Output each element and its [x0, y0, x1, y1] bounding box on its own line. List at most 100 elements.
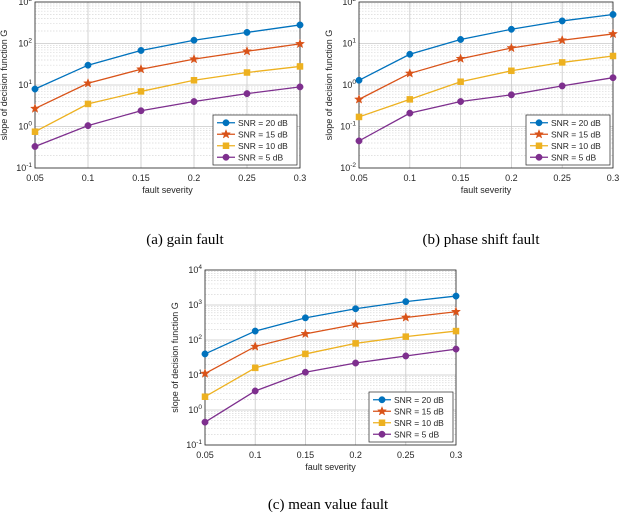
data-point: [455, 53, 466, 64]
x-axis-label: fault severity: [461, 185, 512, 195]
data-point: [452, 327, 460, 335]
series-1: [201, 292, 460, 358]
chart-gain-fault: 0.05 0.1 0.15 0.2 0.25 0.3 10-1 100 101 102 103 fau…: [0, 0, 306, 195]
data-point: [251, 327, 259, 335]
data-point: [450, 306, 462, 317]
data-point: [406, 96, 414, 103]
data-point: [188, 53, 200, 64]
y-tick-label: 102: [342, 0, 356, 7]
chart-panel-gain-fault: 0.05 0.1 0.15 0.2 0.25 0.3 10-1 100 101 102 103 fau…: [0, 0, 310, 220]
y-tick-label: 101: [18, 79, 32, 90]
axes-box: [204, 269, 457, 446]
legend-label: SNR = 15 dB: [238, 129, 288, 139]
data-point: [557, 34, 568, 45]
data-point: [609, 74, 617, 82]
legend-label: SNR = 15 dB: [551, 129, 601, 139]
data-point: [457, 36, 465, 43]
chart-panel-mean-value-fault: 0.05 0.1 0.15 0.2 0.25 0.3 10-1 100 101 102 103 104…: [158, 260, 468, 490]
data-point: [507, 91, 515, 99]
series-3: [201, 327, 460, 400]
series-1: [31, 21, 304, 93]
x-tick-label: 0.05: [350, 173, 368, 183]
series-2: [353, 28, 619, 104]
data-point: [355, 137, 363, 145]
series-line: [34, 43, 301, 110]
data-point: [507, 25, 515, 33]
data-point: [506, 42, 517, 53]
series-3: [31, 63, 304, 135]
legend-label: SNR = 5 dB: [394, 429, 439, 439]
legend-marker: [378, 396, 386, 404]
data-point: [355, 113, 363, 121]
series-line: [204, 295, 457, 355]
y-tick-label: 104: [188, 264, 202, 275]
x-tick-label: 0.2: [188, 173, 201, 183]
x-tick-label: 0.1: [249, 450, 262, 460]
series-3: [355, 52, 617, 121]
data-point: [558, 59, 566, 66]
data-point: [302, 350, 309, 358]
axes-box: [358, 1, 614, 169]
series-line: [34, 65, 301, 133]
x-tick-label: 0.25: [553, 173, 571, 183]
x-tick-label: 0.15: [132, 173, 150, 183]
x-tick-label: 0.2: [349, 450, 362, 460]
series-line: [204, 311, 457, 375]
data-point: [190, 36, 198, 44]
legend-marker: [376, 405, 388, 416]
data-point: [609, 52, 617, 60]
data-point: [137, 107, 145, 115]
data-point: [201, 418, 209, 426]
x-tick-label: 0.15: [452, 173, 470, 183]
series-4: [355, 74, 617, 145]
data-point: [84, 61, 92, 69]
caption-gain-fault: (a) gain fault: [146, 232, 224, 248]
legend-marker: [378, 419, 386, 426]
y-tick-label: 102: [188, 334, 202, 345]
data-point: [300, 328, 311, 339]
data-point: [609, 11, 617, 18]
y-tick-label: 100: [18, 121, 32, 132]
series-2: [199, 306, 462, 378]
y-tick-label: 100: [188, 404, 202, 415]
series-line: [204, 330, 457, 398]
series-line: [358, 13, 614, 81]
x-tick-label: 0.15: [297, 450, 315, 460]
data-point: [296, 63, 304, 70]
legend-marker: [222, 119, 230, 127]
data-point: [31, 143, 39, 150]
y-tick-label: 10-1: [16, 162, 32, 173]
data-point: [190, 77, 198, 84]
legend-label: SNR = 15 dB: [394, 406, 444, 416]
data-point: [402, 333, 410, 340]
data-point: [29, 103, 41, 113]
chart-mean-value-fault: 0.05 0.1 0.15 0.2 0.25 0.3 10-1 100 101 102 103 104…: [170, 264, 463, 472]
x-tick-label: 0.3: [450, 450, 463, 460]
data-point: [355, 76, 363, 84]
y-axis-label: slope of decision function G: [170, 302, 180, 413]
data-point: [457, 78, 464, 85]
y-tick-label: 10-1: [340, 121, 356, 132]
y-tick-label: 103: [188, 299, 202, 310]
data-point: [301, 368, 309, 376]
chart-phase-shift-fault: 0.05 0.1 0.15 0.2 0.25 0.3 10-2 10-1 100 101 102 fa…: [324, 0, 619, 195]
data-point: [301, 314, 309, 322]
y-tick-label: 10-2: [340, 162, 356, 173]
data-point: [251, 387, 259, 395]
data-point: [406, 50, 414, 58]
legend-label: SNR = 10 dB: [238, 141, 288, 151]
data-point: [137, 88, 145, 95]
data-point: [250, 341, 261, 351]
data-point: [352, 359, 360, 367]
y-tick-label: 102: [18, 38, 32, 49]
x-tick-label: 0.25: [238, 173, 256, 183]
data-point: [243, 28, 251, 36]
data-point: [352, 305, 360, 313]
legend-marker: [535, 119, 543, 127]
data-point: [457, 98, 465, 105]
chart-panel-phase-shift-fault: 0.05 0.1 0.15 0.2 0.25 0.3 10-2 10-1 100 101 102 fa…: [311, 0, 621, 220]
x-tick-label: 0.1: [82, 173, 95, 183]
